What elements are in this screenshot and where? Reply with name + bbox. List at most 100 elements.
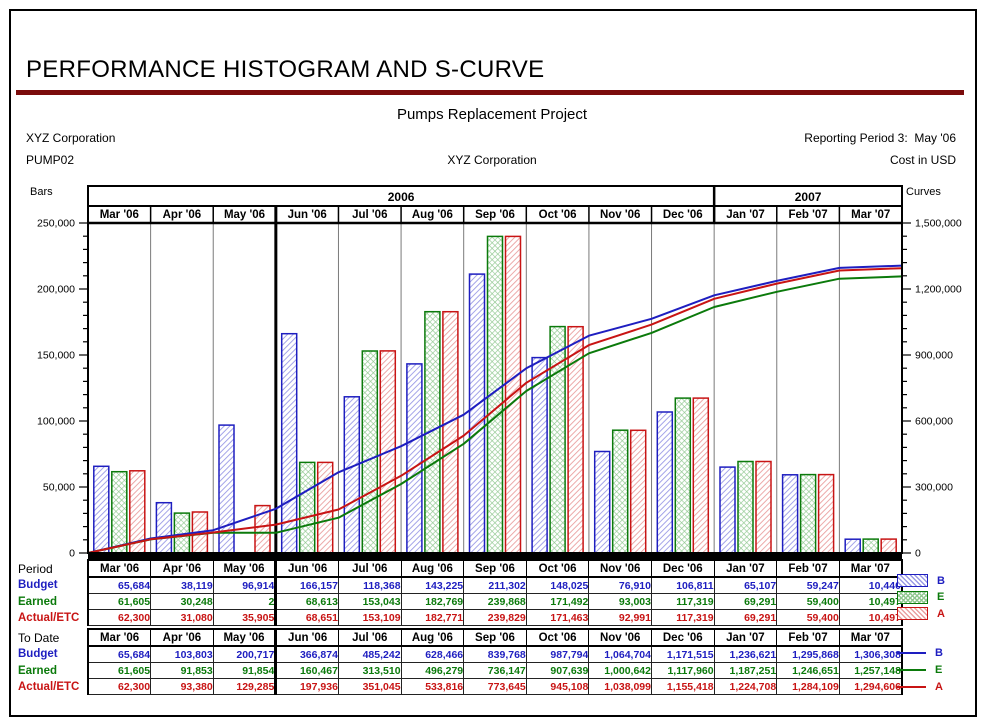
legend-line-item-a: A [897, 680, 943, 694]
month-header-cell: Mar '06 [87, 628, 152, 647]
actual-etc-bar [692, 397, 710, 554]
performance-chart: Mar '06 Apr '06 May '06 Jun '06 Jul '06 Aug '… [30, 185, 962, 560]
month-header-cell: Apr '06 [150, 559, 214, 578]
month-header-cell: Jan '07 [713, 628, 778, 647]
value-cell: 1,257,148 [838, 662, 903, 679]
center-company: XYZ Corporation [447, 153, 537, 167]
reporting-period: Reporting Period 3: May '06 [804, 131, 956, 145]
tick-label: 200,000 [37, 284, 75, 296]
budget-bar [656, 411, 674, 554]
value-cell: 736,147 [463, 662, 527, 679]
month-label: May '06 [224, 209, 265, 221]
legend-bar-item-b: B [897, 574, 945, 587]
value-cell: 10,497 [838, 609, 903, 626]
month-header-cell: Jun '06 [275, 628, 339, 647]
earned-bar [298, 461, 316, 554]
month-header-cell: Nov '06 [588, 628, 652, 647]
value-cell: 485,242 [337, 645, 402, 663]
tick-label: 250,000 [37, 218, 75, 230]
value-cell: 2 [212, 593, 278, 610]
month-header-cell: Nov '06 [588, 559, 652, 578]
value-cell: 69,291 [713, 593, 778, 610]
value-cell: 166,157 [275, 576, 339, 594]
actual-etc-bar [442, 310, 459, 554]
project-id: PUMP02 [26, 153, 75, 167]
value-cell: 533,816 [400, 678, 465, 695]
earned-bar [611, 429, 629, 554]
budget-bar [218, 424, 235, 554]
value-cell: 1,284,109 [776, 678, 840, 695]
value-cell: 496,279 [400, 662, 465, 679]
value-cell: 35,905 [212, 609, 278, 626]
month-label: Sep '06 [475, 209, 515, 221]
bar-swatch-icon [897, 590, 928, 604]
line-swatch-icon [897, 686, 926, 688]
month-header-cell: Oct '06 [525, 559, 590, 578]
value-cell: 129,285 [212, 678, 278, 695]
month-header-cell: Dec '06 [650, 628, 715, 647]
bar-swatch-icon [897, 574, 928, 587]
value-cell: 68,651 [275, 609, 339, 626]
month-header-cell: Jul '06 [337, 559, 402, 578]
budget-curve [87, 264, 903, 554]
actual-etc-bar [880, 538, 897, 554]
value-cell: 103,803 [150, 645, 214, 663]
month-label: Mar '06 [100, 209, 139, 221]
month-header-cell: Dec '06 [650, 559, 715, 578]
line-swatch-icon [897, 669, 926, 671]
year-label: 2007 [795, 190, 822, 204]
value-cell: 10,497 [838, 593, 903, 610]
value-cell: 65,107 [713, 576, 778, 594]
month-header-cell: Mar '07 [838, 559, 903, 578]
chart-frame [87, 185, 903, 554]
section-label: Period [18, 561, 53, 576]
row-label: Actual/ETC [18, 680, 80, 693]
month-header-cell: Sep '06 [463, 559, 527, 578]
value-cell: 117,319 [650, 609, 715, 626]
value-cell: 38,119 [150, 576, 214, 594]
section-label: To Date [18, 630, 60, 645]
x-axis-bar [88, 553, 902, 559]
month-label: Oct '06 [539, 209, 577, 221]
legend-key: B [935, 647, 943, 659]
tick-label: 900,000 [915, 350, 953, 362]
value-cell: 1,171,515 [650, 645, 715, 663]
value-cell: 773,645 [463, 678, 527, 695]
value-cell: 117,319 [650, 593, 715, 610]
value-cell: 93,380 [150, 678, 214, 695]
value-cell: 366,874 [275, 645, 339, 663]
month-label: Dec '06 [663, 209, 703, 221]
value-cell: 61,605 [87, 662, 152, 679]
value-cell: 92,991 [588, 609, 652, 626]
tick-label: 50,000 [43, 482, 75, 494]
line-swatch-icon [897, 652, 926, 654]
actual-etc-bar [629, 429, 647, 554]
earned-curve [87, 275, 903, 554]
value-cell: 1,224,708 [713, 678, 778, 695]
month-label: Jan '07 [726, 209, 765, 221]
value-cell: 351,045 [337, 678, 402, 695]
value-cell: 148,025 [525, 576, 590, 594]
row-label: Actual/ETC [18, 611, 80, 624]
tick-label: 0 [915, 548, 921, 560]
tick-label: 1,500,000 [915, 218, 962, 230]
budget-bar [155, 501, 173, 554]
data-tables: Period Mar '06 Apr '06 May '06 Jun '06 Jul '0… [18, 559, 908, 697]
value-cell: 65,684 [87, 576, 152, 594]
value-cell: 31,080 [150, 609, 214, 626]
value-cell: 171,492 [525, 593, 590, 610]
value-cell: 239,829 [463, 609, 527, 626]
month-header-cell: May '06 [212, 628, 278, 647]
actual-etc-bar [817, 473, 835, 554]
title-rule [16, 90, 964, 95]
month-label: Jul '06 [352, 209, 387, 221]
value-cell: 628,466 [400, 645, 465, 663]
month-header-cell: Aug '06 [400, 559, 465, 578]
month-header-cell: Sep '06 [463, 628, 527, 647]
page-border [9, 9, 977, 717]
budget-bar [93, 465, 110, 554]
budget-bar [343, 396, 361, 554]
